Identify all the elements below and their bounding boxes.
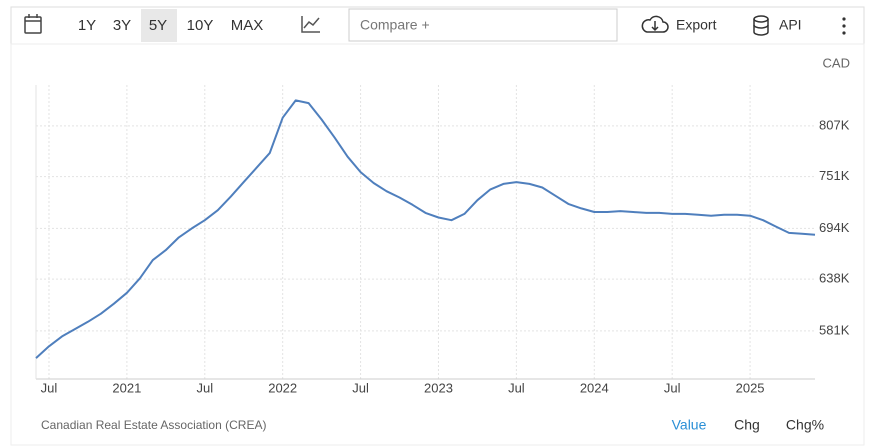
api-icon[interactable] — [753, 15, 769, 36]
x-tick-label: 2024 — [580, 380, 609, 395]
x-tick-label: Jul — [41, 380, 58, 395]
footer-tab[interactable]: Chg — [734, 417, 760, 433]
x-tick-label: 2023 — [424, 380, 453, 395]
price-line — [35, 99, 816, 359]
x-tick-label: 2025 — [736, 380, 765, 395]
chart-frame — [10, 43, 865, 446]
y-tick-label: 638K — [819, 271, 850, 286]
footer-tab[interactable]: Value — [672, 417, 707, 433]
source: Canadian Real Estate Association (CREA) — [41, 418, 266, 432]
footer-tab[interactable]: Chg% — [786, 417, 824, 433]
compare-input[interactable] — [348, 8, 618, 42]
export-icon[interactable] — [641, 15, 669, 33]
more-menu[interactable] — [842, 17, 846, 35]
x-tick-label: 2021 — [112, 380, 141, 395]
active-range — [141, 9, 177, 42]
compare-placeholder[interactable]: Compare + — [360, 17, 430, 33]
x-tick-label: Jul — [508, 380, 525, 395]
y-tick-label: 581K — [819, 322, 850, 337]
range-button[interactable]: 5Y — [149, 17, 167, 34]
y-tick-label: 694K — [819, 220, 850, 235]
x-tick-label: 2022 — [268, 380, 297, 395]
y-tick-label: 751K — [819, 168, 850, 183]
x-tick-label: Jul — [664, 380, 681, 395]
line-chart-icon[interactable] — [301, 16, 320, 33]
calendar-icon[interactable] — [24, 14, 42, 34]
y-tick-label: 807K — [819, 117, 850, 132]
export-button[interactable]: Export — [676, 17, 717, 33]
range-button[interactable]: 3Y — [113, 17, 131, 34]
range-button[interactable]: 1Y — [78, 17, 96, 34]
x-tick-label: Jul — [196, 380, 213, 395]
api-button[interactable]: API — [779, 17, 802, 33]
currency-label: CAD — [823, 55, 850, 70]
range-button[interactable]: 10Y — [187, 17, 214, 34]
range-button[interactable]: MAX — [231, 17, 264, 34]
x-tick-label: Jul — [352, 380, 369, 395]
